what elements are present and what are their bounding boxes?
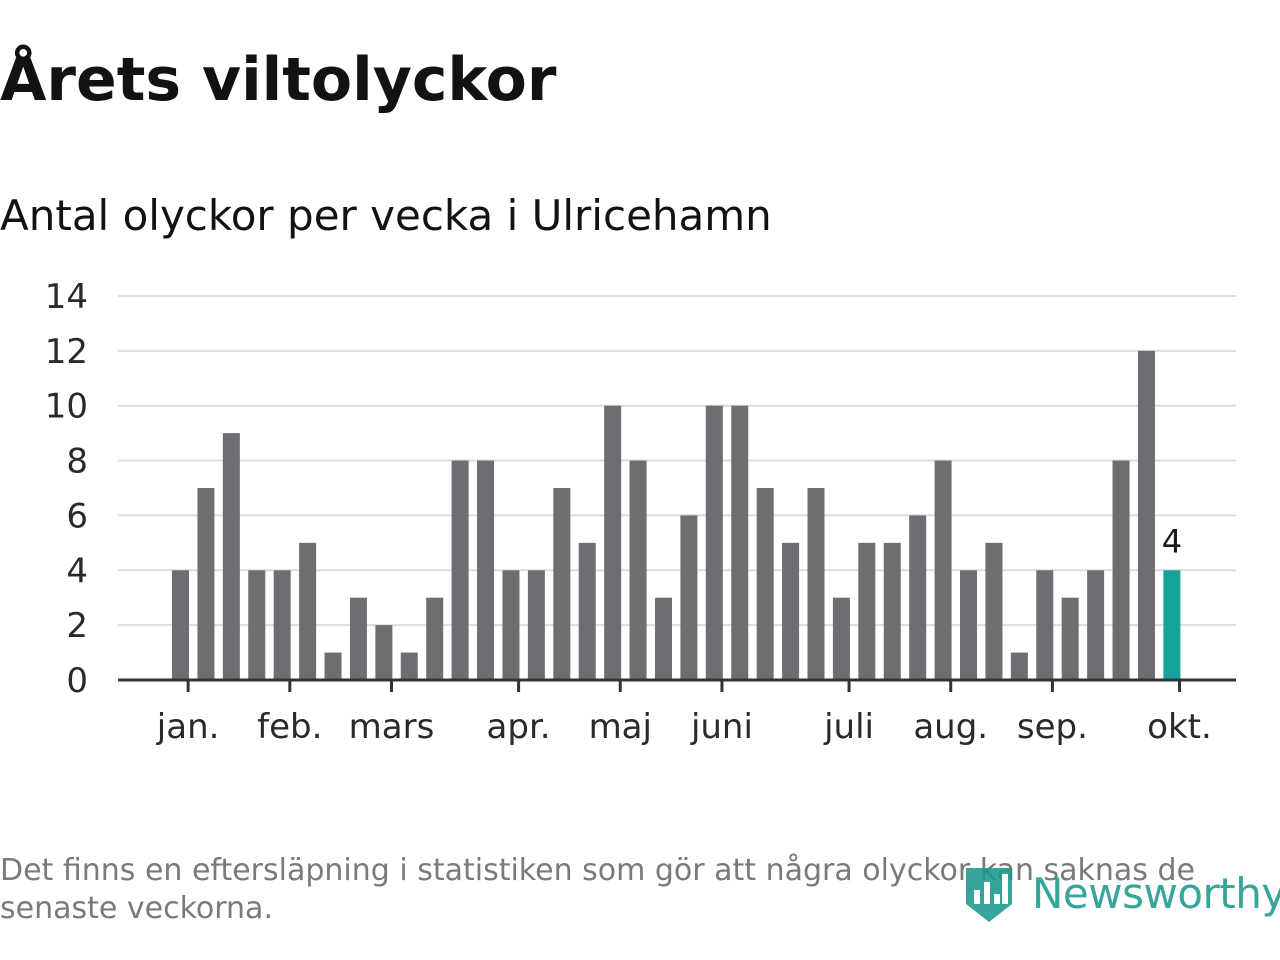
x-tick-label: sep. [1017,707,1088,747]
bar [756,487,774,680]
chart-subtitle: Antal olyckor per vecka i Ulricehamn [0,191,772,240]
bar [832,597,850,680]
bar [553,487,571,680]
x-tick-label: jan. [156,707,220,747]
bar-highlighted [1163,570,1181,680]
y-tick-label: 12 [45,332,88,372]
bar [527,570,545,680]
y-tick-label: 8 [66,442,88,482]
x-tick-label: juli [823,707,874,747]
x-tick-label: apr. [487,707,551,747]
bar [502,570,520,680]
bar [578,542,596,680]
bar [426,597,444,680]
bar [324,652,342,680]
bar [960,570,978,680]
y-tick-label: 10 [45,387,88,427]
y-tick-label: 14 [45,277,88,317]
bar [731,405,749,680]
bar [858,542,876,680]
y-tick-label: 0 [66,661,88,701]
y-tick-label: 2 [66,606,88,646]
bar [883,542,901,680]
bar [299,542,317,680]
bar [349,597,367,680]
y-axis-tick-labels: 0 2 4 6 8 10 12 14 [45,277,88,701]
bar [1061,597,1079,680]
bar [985,542,1003,680]
bars [172,350,1181,680]
bar [1087,570,1105,680]
bar [629,460,647,680]
bar [1112,460,1130,680]
data-labels: 4 [1162,522,1182,560]
newsworthy-logo[interactable]: Newsworthy [962,858,1280,928]
bar [782,542,800,680]
newsworthy-logo-text: Newsworthy [1032,868,1280,918]
bar [400,652,418,680]
x-axis-tick-labels: jan. feb. mars apr. maj juni juli aug. sep. okt. [156,680,1212,747]
chart-title: Årets viltolyckor [0,45,557,115]
y-tick-label: 6 [66,496,88,536]
x-tick-label: okt. [1147,707,1212,747]
bar [934,460,952,680]
x-tick-label: aug. [913,707,988,747]
bar [1137,350,1155,680]
bar [654,597,672,680]
bar [248,570,266,680]
bar [604,405,622,680]
bar [197,487,215,680]
bar-chart: 0 2 4 6 8 10 12 14 jan. feb. mars apr. maj juni juli a… [45,277,1236,747]
bar [451,460,469,680]
bar [477,460,495,680]
y-tick-label: 4 [66,551,88,591]
bar [273,570,291,680]
bar [222,433,240,680]
bar [172,570,189,680]
x-tick-label: maj [589,707,652,747]
data-label: 4 [1162,522,1182,560]
bar [705,405,723,680]
x-tick-label: feb. [257,707,322,747]
bar [1010,652,1028,680]
newsworthy-logo-icon [966,868,1012,922]
x-tick-label: mars [349,707,435,747]
bar [909,515,927,680]
bar [1036,570,1054,680]
bar [807,487,825,680]
x-tick-label: juni [690,707,753,747]
bar [680,515,698,680]
bar [375,625,393,680]
